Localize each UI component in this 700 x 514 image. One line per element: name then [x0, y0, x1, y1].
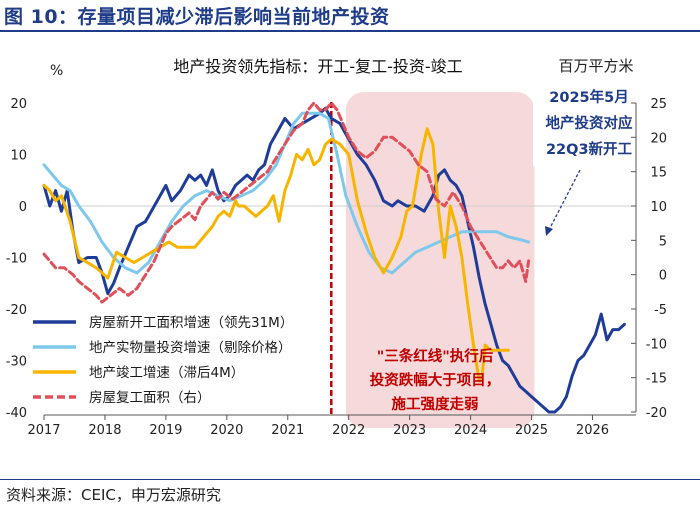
title-underline	[0, 30, 700, 32]
right-tick-label: -10	[646, 337, 667, 352]
right-tick-label: 20	[650, 131, 667, 146]
right-tick-label: 25	[650, 97, 667, 112]
left-tick-label: 10	[10, 149, 27, 164]
x-tick-label: 2025	[515, 423, 548, 438]
right-axis-unit: 百万平方米	[558, 57, 633, 75]
x-tick-label: 2022	[332, 423, 365, 438]
footer-divider	[0, 479, 700, 480]
annotation-arrowhead	[545, 226, 553, 236]
legend-label-2: 地产实物量投资增速（剔除价格）	[89, 340, 292, 356]
series-line-1	[42, 106, 626, 414]
x-tick-label: 2019	[149, 423, 182, 438]
annotation-shaded-line: 施工强度走弱	[392, 395, 479, 413]
chart-title: 地产投资领先指标：开工-复工-投资-竣工	[173, 57, 462, 76]
right-tick-label: 10	[650, 200, 667, 215]
x-tick-label: 2018	[88, 423, 121, 438]
x-tick-label: 2024	[454, 423, 487, 438]
right-tick-label: -15	[646, 372, 667, 387]
annotation-top-line: 地产投资对应	[546, 114, 633, 132]
left-tick-label: 20	[10, 97, 27, 112]
right-tick-label: 0	[659, 269, 667, 284]
x-tick-label: 2017	[27, 423, 60, 438]
annotation-box	[533, 80, 651, 166]
left-axis-unit: %	[50, 63, 63, 79]
annotation-shaded-line: 投资跌幅大于项目，	[370, 371, 501, 389]
right-tick-label: 15	[650, 166, 667, 181]
figure-title: 图 10：存量项目减少滞后影响当前地产投资	[4, 6, 390, 28]
left-tick-label: 0	[19, 200, 27, 215]
series-line-3	[42, 127, 510, 383]
chart-canvas: -40-30-20-1001020-20-15-10-5051015202520…	[6, 57, 667, 438]
left-tick-label: -20	[6, 303, 27, 318]
series-line-2	[42, 111, 531, 275]
legend-label-4: 房屋复工面积（右）	[89, 389, 211, 406]
right-tick-label: -5	[654, 303, 667, 318]
legend-label-3: 地产竣工增速（滞后4M）	[89, 365, 244, 381]
shaded-region	[345, 92, 535, 428]
legend-label-1: 房屋新开工面积增速（领先31M）	[89, 315, 293, 331]
right-tick-label: -20	[646, 406, 667, 421]
x-tick-label: 2021	[271, 423, 304, 438]
annotation-shaded-line: "三条红线"执行后	[377, 347, 494, 365]
series-line-4	[42, 101, 531, 304]
x-tick-label: 2023	[393, 423, 426, 438]
annotation-arrow	[549, 169, 581, 229]
left-tick-label: -40	[6, 406, 27, 421]
annotation-top-line: 2025年5月	[549, 88, 628, 106]
x-tick-label: 2026	[576, 423, 609, 438]
left-tick-label: -30	[6, 355, 27, 370]
source-note: 资料来源：CEIC，申万宏源研究	[6, 486, 221, 504]
annotation-top-line: 22Q3新开工	[546, 140, 633, 158]
x-tick-label: 2020	[210, 423, 243, 438]
left-tick-label: -10	[6, 252, 27, 267]
right-tick-label: 5	[659, 234, 667, 249]
